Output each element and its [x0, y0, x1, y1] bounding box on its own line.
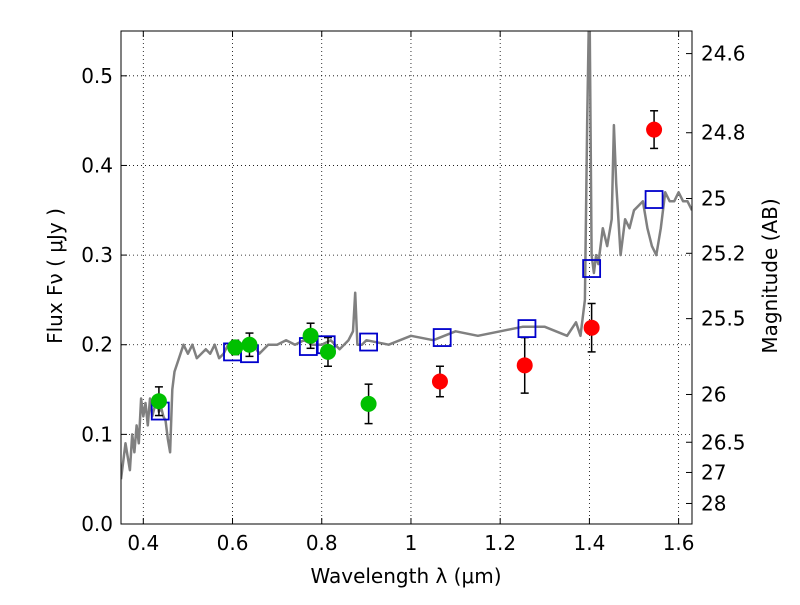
x-tick-label: 1.2 — [484, 531, 516, 555]
x-tick-label: 1 — [405, 531, 418, 555]
x-tick-label: 0.8 — [306, 531, 338, 555]
right-tick-label: 26 — [701, 382, 726, 406]
green-data-point — [302, 327, 319, 344]
y-tick-label: 0.4 — [81, 153, 113, 177]
right-tick-label: 24.6 — [701, 42, 746, 66]
red-data-point — [646, 121, 663, 138]
red-data-point — [431, 373, 448, 390]
right-tick-label: 24.8 — [701, 121, 746, 145]
x-tick-label: 1.6 — [663, 531, 695, 555]
y-tick-label: 0.3 — [81, 243, 113, 267]
right-tick-label: 25 — [701, 187, 726, 211]
y-axis-label: Flux Fν ( μJy ) — [43, 208, 67, 344]
grid-lines — [121, 31, 692, 524]
x-tick-label: 1.4 — [573, 531, 605, 555]
y-tick-label: 0.2 — [81, 333, 113, 357]
data-layer — [121, 31, 692, 480]
axis-ticks: 0.4 0.6 0.8 1 1.2 1.4 1.6 0.0 0.1 0.2 0.3 0.4 0.5 24.… — [81, 31, 746, 555]
right-tick-label: 25.5 — [701, 307, 746, 331]
green-data-point — [150, 393, 167, 410]
model-square-marker — [644, 190, 664, 209]
right-tick-label: 25.2 — [701, 241, 746, 265]
green-data-point — [241, 336, 258, 353]
red-data-point — [516, 357, 533, 374]
x-tick-label: 0.4 — [127, 531, 159, 555]
y-tick-label: 0.0 — [81, 512, 113, 536]
green-data-point — [319, 343, 336, 360]
red-data-point — [583, 319, 600, 336]
y-tick-label: 0.5 — [81, 64, 113, 88]
right-tick-label: 28 — [701, 491, 726, 515]
y-tick-label: 0.1 — [81, 422, 113, 446]
model-square-marker — [517, 319, 537, 338]
right-axis-label: Magnitude (AB) — [758, 198, 782, 353]
model-square-marker — [582, 259, 602, 278]
model-square-marker — [432, 328, 452, 347]
plot-frame — [120, 30, 693, 525]
x-axis-label: Wavelength λ (μm) — [310, 564, 501, 588]
right-tick-label: 26.5 — [701, 430, 746, 454]
right-tick-label: 27 — [701, 460, 726, 484]
template-spectrum-line — [121, 31, 692, 480]
green-data-point — [227, 339, 244, 356]
model-square-marker — [359, 332, 378, 352]
x-tick-label: 0.6 — [217, 531, 249, 555]
green-data-point — [360, 395, 377, 412]
